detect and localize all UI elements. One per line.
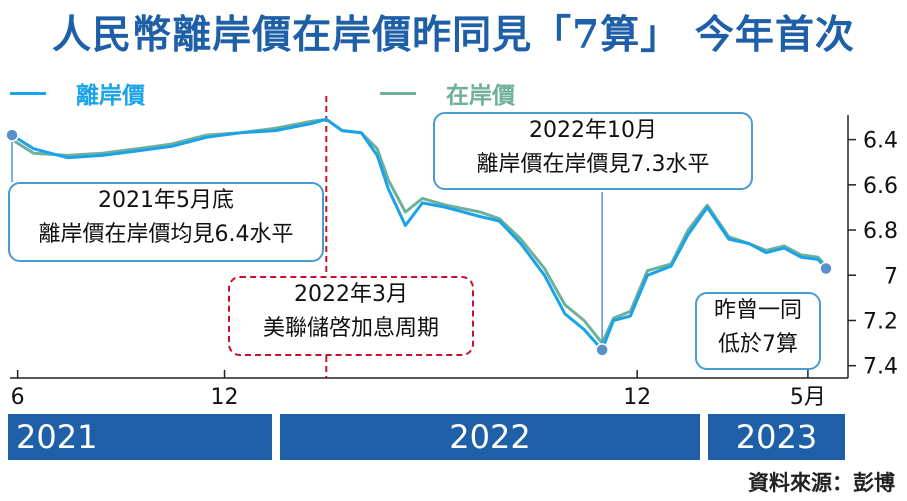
annotation-oct-2022: 2022年10月 離岸價在岸價見7.3水平: [433, 112, 753, 190]
y-tick-label: 7.2: [863, 309, 898, 334]
year-label-2022: 2022: [449, 418, 531, 456]
legend-offshore: 離岸價: [10, 80, 145, 109]
legend-offshore-swatch: [10, 91, 46, 95]
legend-onshore: 在岸價: [380, 80, 515, 109]
year-label-2023: 2023: [735, 418, 818, 456]
annotation-oct-2022-line2: 離岸價在岸價見7.3水平: [476, 152, 710, 177]
x-tick-label: 6: [11, 385, 25, 410]
y-tick-label: 7.4: [863, 355, 898, 380]
year-label-2021: 2021: [16, 418, 98, 456]
line-chart: 6 12 12 5月 6.4 6.6 6.8 7 7.2 7.4: [5, 96, 898, 410]
y-tick-label: 6.6: [863, 174, 898, 199]
legend-offshore-label: 離岸價: [76, 82, 145, 109]
x-tick-label: 5月: [790, 385, 826, 410]
x-tick-label: 12: [623, 385, 651, 410]
annotation-may-2021-line1: 2021年5月底: [98, 188, 234, 213]
y-tick-label: 7: [884, 264, 898, 289]
chart-title: 人民幣離岸價在岸價昨同見「7算」 今年首次: [52, 12, 855, 58]
annotation-now: 昨曾一同 低於7算: [695, 292, 821, 370]
year-bar-2021: 2021: [8, 414, 272, 460]
highlight-point: [819, 261, 833, 276]
annotation-may-2021: 2021年5月底 離岸價在岸價均見6.4水平: [8, 182, 324, 262]
y-tick-label: 6.8: [863, 219, 898, 244]
x-tick-label: 12: [211, 385, 239, 410]
source-note: 資料來源：彭博: [748, 470, 895, 495]
year-bar-2022: 2022: [280, 414, 700, 460]
annotation-mar-2022-line1: 2022年3月: [294, 282, 408, 307]
highlight-point: [595, 343, 609, 357]
annotation-mar-2022-line2: 美聯儲啓加息周期: [262, 316, 439, 341]
annotation-now-line1: 昨曾一同: [713, 298, 802, 323]
legend-onshore-label: 在岸價: [446, 82, 515, 109]
highlight-point: [5, 128, 19, 142]
annotation-oct-2022-line1: 2022年10月: [529, 118, 657, 143]
legend-onshore-swatch: [380, 91, 416, 95]
offshore-line: [11, 117, 828, 352]
annotation-may-2021-line2: 離岸價在岸價均見6.4水平: [38, 222, 294, 247]
annotation-mar-2022: 2022年3月 美聯儲啓加息周期: [228, 276, 474, 356]
annotation-now-line2: 低於7算: [718, 332, 798, 357]
year-bar-2023: 2023: [708, 414, 845, 460]
y-tick-label: 6.4: [863, 129, 898, 154]
